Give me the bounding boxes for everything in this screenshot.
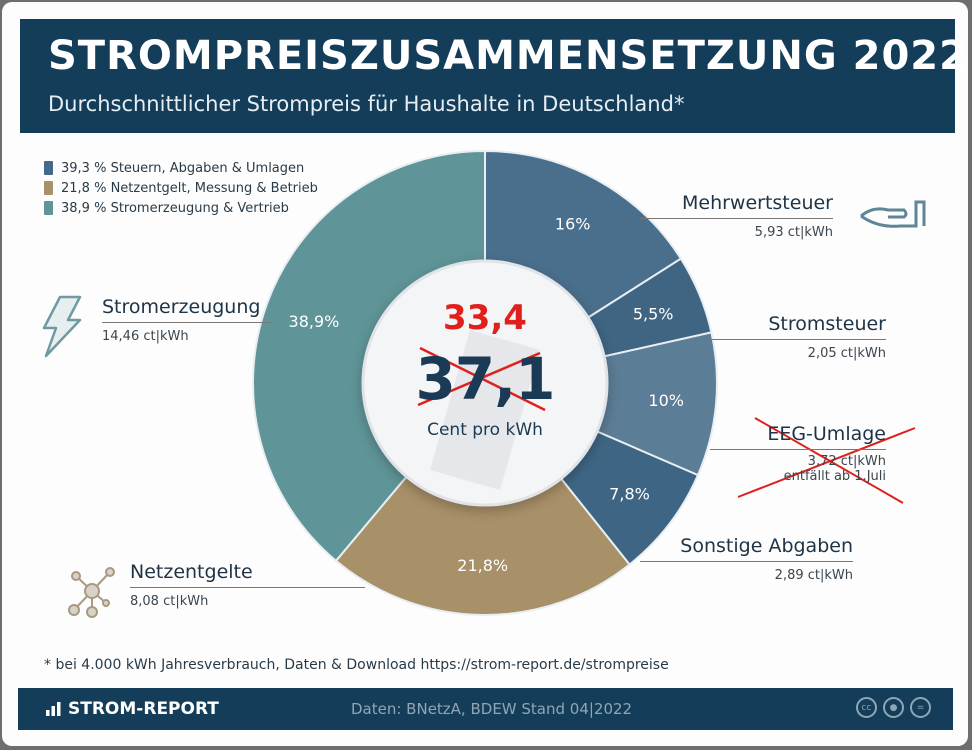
by-icon: ● bbox=[883, 697, 904, 718]
strike-line bbox=[419, 346, 546, 412]
leader-line bbox=[710, 449, 886, 450]
annotation-value: 14,46 ct|kWh bbox=[102, 329, 189, 344]
legend-swatch bbox=[44, 161, 53, 175]
annotation-name: Netzentgelte bbox=[130, 561, 253, 583]
annotation-name: Stromsteuer bbox=[768, 313, 886, 335]
legend-swatch bbox=[44, 201, 53, 215]
legend: 39,3 % Steuern, Abgaben & Umlagen 21,8 %… bbox=[44, 158, 318, 218]
slice-percent-label: 16% bbox=[555, 215, 591, 234]
annotation-name: Sonstige Abgaben bbox=[680, 535, 853, 557]
annotation-netzentgelte: Netzentgelte 8,08 ct|kWh bbox=[130, 561, 365, 609]
plug-icon bbox=[430, 330, 540, 490]
leader-line bbox=[640, 561, 853, 562]
annotation-stromerzeugung: Stromerzeugung 14,46 ct|kWh bbox=[102, 296, 272, 344]
slice-percent-label: 21,8% bbox=[457, 556, 508, 575]
nd-icon: = bbox=[910, 697, 931, 718]
hand-coin-icon bbox=[860, 200, 926, 228]
bar-chart-icon bbox=[46, 702, 61, 716]
lightning-icon bbox=[42, 295, 82, 358]
annotation-note: entfällt ab 1.Juli bbox=[783, 469, 886, 484]
slice-percent-label: 5,5% bbox=[633, 304, 674, 323]
network-icon bbox=[68, 567, 115, 618]
leader-line bbox=[130, 587, 365, 588]
annotation-mehrwertsteuer: Mehrwertsteuer 5,93 ct|kWh bbox=[600, 192, 833, 240]
brand-name: STROM-REPORT bbox=[68, 699, 219, 719]
annotation-value: 5,93 ct|kWh bbox=[754, 225, 833, 240]
legend-item: 39,3 % Steuern, Abgaben & Umlagen bbox=[44, 158, 318, 178]
page-title: STROMPREISZUSAMMENSETZUNG 2022 bbox=[48, 33, 968, 79]
page-subtitle: Durchschnittlicher Strompreis für Hausha… bbox=[48, 92, 685, 116]
donut-center bbox=[361, 259, 609, 507]
annotation-value: 3,72 ct|kWh bbox=[807, 454, 886, 469]
legend-item: 38,9 % Stromerzeugung & Vertrieb bbox=[44, 198, 318, 218]
annotation-name: Stromerzeugung bbox=[102, 296, 261, 318]
legend-swatch bbox=[44, 181, 53, 195]
data-source: Daten: BNetzA, BDEW Stand 04|2022 bbox=[351, 700, 633, 718]
annotation-eeg-umlage: EEG-Umlage 3,72 ct|kWh entfällt ab 1.Jul… bbox=[710, 423, 886, 484]
header-banner: STROMPREISZUSAMMENSETZUNG 2022 Durchschn… bbox=[20, 19, 967, 133]
strike-line bbox=[417, 351, 541, 407]
annotation-name: EEG-Umlage bbox=[767, 423, 886, 445]
slice-percent-label: 38,9% bbox=[289, 312, 340, 331]
slice-percent-label: 7,8% bbox=[609, 485, 650, 504]
legend-label: 38,9 % Stromerzeugung & Vertrieb bbox=[61, 200, 289, 216]
price-unit: Cent pro kWh bbox=[427, 420, 543, 440]
eeg-strike-line bbox=[737, 427, 916, 498]
leader-line bbox=[700, 339, 886, 340]
old-price: 37,1 bbox=[415, 345, 555, 413]
new-price: 33,4 bbox=[443, 298, 527, 338]
leader-line bbox=[102, 322, 272, 323]
legend-label: 39,3 % Steuern, Abgaben & Umlagen bbox=[61, 160, 305, 176]
slice-percent-label: 10% bbox=[648, 391, 684, 410]
legend-item: 21,8 % Netzentgelt, Messung & Betrieb bbox=[44, 178, 318, 198]
legend-label: 21,8 % Netzentgelt, Messung & Betrieb bbox=[61, 180, 318, 196]
annotation-value: 2,05 ct|kWh bbox=[807, 346, 886, 361]
annotation-stromsteuer: Stromsteuer 2,05 ct|kWh bbox=[700, 313, 886, 361]
footer-bar: STROM-REPORT Daten: BNetzA, BDEW Stand 0… bbox=[18, 688, 953, 730]
annotation-name: Mehrwertsteuer bbox=[681, 192, 833, 214]
annotation-value: 8,08 ct|kWh bbox=[130, 594, 209, 609]
license-icons: cc ● = bbox=[856, 697, 931, 718]
brand-logo: STROM-REPORT bbox=[46, 699, 219, 719]
annotation-sonstige-abgaben: Sonstige Abgaben 2,89 ct|kWh bbox=[640, 535, 853, 583]
leader-line bbox=[640, 218, 833, 219]
cc-icon: cc bbox=[856, 697, 877, 718]
annotation-value: 2,89 ct|kWh bbox=[774, 568, 853, 583]
footnote: * bei 4.000 kWh Jahresverbrauch, Daten &… bbox=[44, 657, 669, 673]
